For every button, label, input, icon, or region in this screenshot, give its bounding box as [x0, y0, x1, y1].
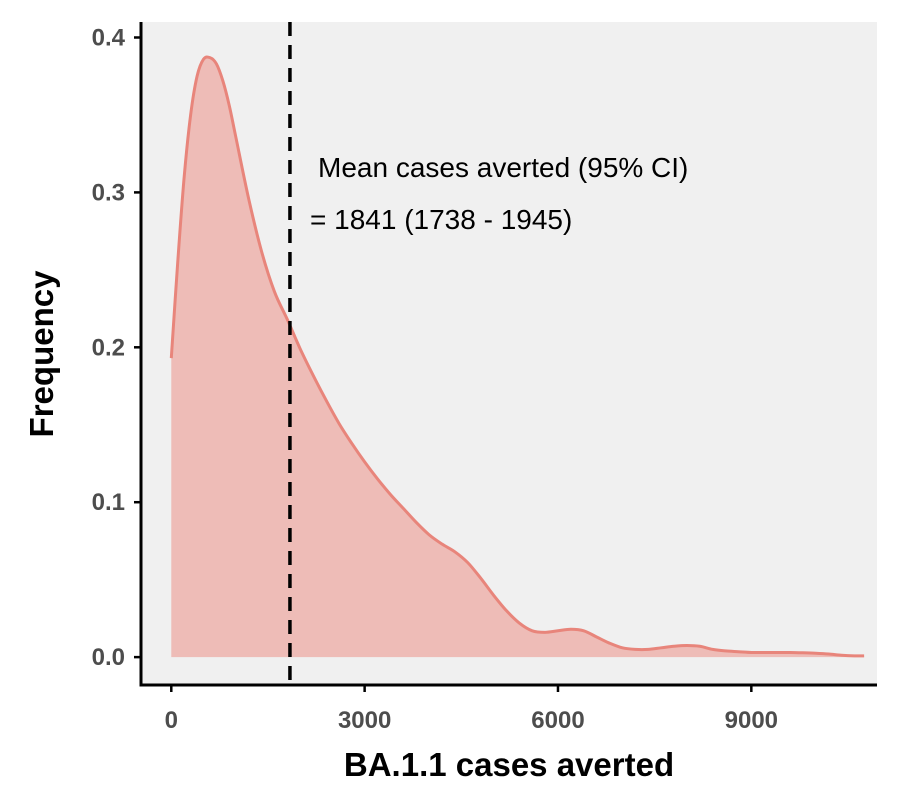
x-axis-title: BA.1.1 cases averted: [344, 746, 674, 783]
x-tick-label: 9000: [725, 707, 778, 734]
y-tick-label: 0.4: [92, 24, 126, 51]
y-tick-label: 0.0: [92, 644, 125, 671]
x-ticks: 0 3000 6000 9000: [165, 685, 778, 734]
x-tick-label: 6000: [531, 707, 584, 734]
y-tick-label: 0.1: [92, 489, 125, 516]
mean-annotation-line-2: = 1841 (1738 - 1945): [310, 204, 572, 235]
x-tick-label: 0: [165, 707, 178, 734]
y-ticks: 0.0 0.1 0.2 0.3 0.4: [92, 24, 141, 671]
y-axis-title: Frequency: [23, 270, 60, 438]
density-curve: [169, 55, 865, 658]
density-area: [171, 56, 865, 658]
x-tick-label: 3000: [338, 707, 391, 734]
mean-annotation-line-1: Mean cases averted (95% CI): [318, 152, 688, 183]
y-tick-label: 0.3: [92, 179, 125, 206]
y-tick-label: 0.2: [92, 334, 125, 361]
